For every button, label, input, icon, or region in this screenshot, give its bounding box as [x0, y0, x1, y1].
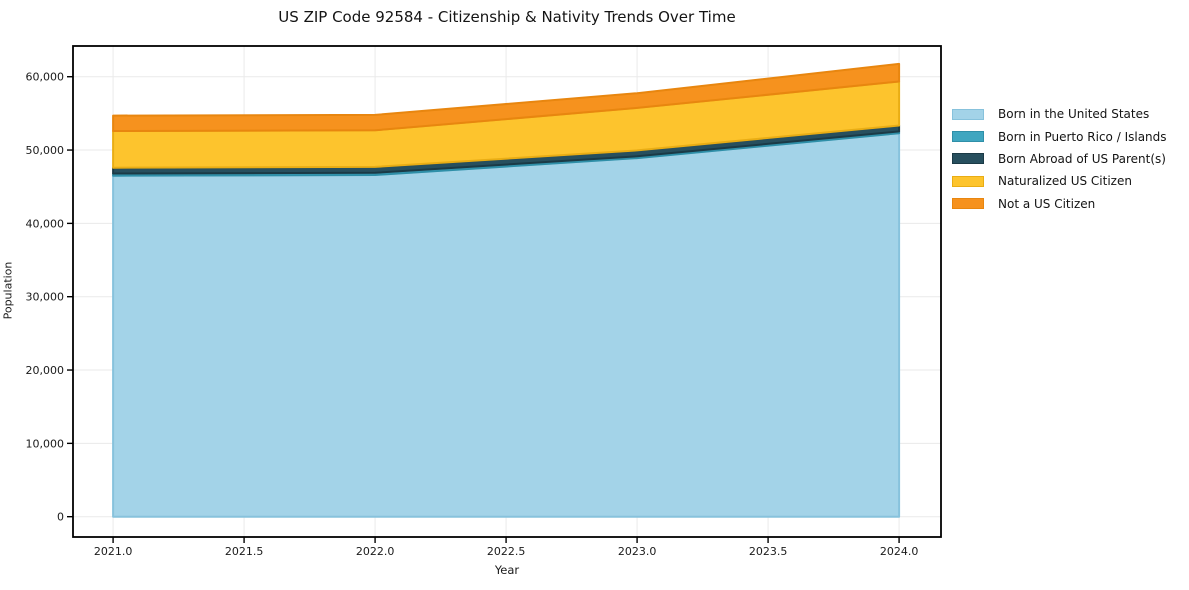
legend-label: Born Abroad of US Parent(s) — [998, 151, 1166, 166]
legend-label: Born in Puerto Rico / Islands — [998, 129, 1167, 144]
legend-item: Born Abroad of US Parent(s) — [952, 148, 1167, 170]
y-tick-label: 50,000 — [26, 144, 65, 157]
legend-swatch — [952, 153, 984, 165]
chart-title: US ZIP Code 92584 - Citizenship & Nativi… — [278, 8, 736, 26]
y-tick-label: 40,000 — [26, 217, 65, 230]
legend-label: Naturalized US Citizen — [998, 174, 1132, 189]
x-tick-label: 2022.5 — [487, 545, 526, 558]
y-tick-label: 10,000 — [26, 437, 65, 450]
legend-item: Naturalized US Citizen — [952, 170, 1167, 192]
legend-swatch — [952, 198, 984, 210]
y-tick-label: 30,000 — [26, 291, 65, 304]
x-tick-label: 2021.0 — [94, 545, 133, 558]
x-tick-label: 2024.0 — [880, 545, 919, 558]
x-tick-label: 2023.5 — [749, 545, 788, 558]
x-tick-label: 2023.0 — [618, 545, 657, 558]
x-axis-label: Year — [494, 563, 520, 577]
y-axis-label: Population — [1, 261, 15, 320]
legend-item: Born in Puerto Rico / Islands — [952, 125, 1167, 147]
area-series — [112, 132, 901, 518]
legend-label: Not a US Citizen — [998, 196, 1096, 211]
y-tick-label: 0 — [57, 511, 64, 524]
y-tick-label: 60,000 — [26, 71, 65, 84]
legend-swatch — [952, 108, 984, 120]
legend-item: Not a US Citizen — [952, 193, 1167, 215]
area-series — [112, 62, 901, 132]
legend: Born in the United States Born in Puerto … — [952, 103, 1167, 215]
legend-swatch — [952, 175, 984, 187]
legend-item: Born in the United States — [952, 103, 1167, 125]
plot-border — [72, 45, 942, 538]
legend-swatch — [952, 131, 984, 143]
x-tick-label: 2021.5 — [225, 545, 264, 558]
y-tick-label: 20,000 — [26, 364, 65, 377]
legend-label: Born in the United States — [998, 107, 1150, 122]
x-tick-label: 2022.0 — [356, 545, 395, 558]
